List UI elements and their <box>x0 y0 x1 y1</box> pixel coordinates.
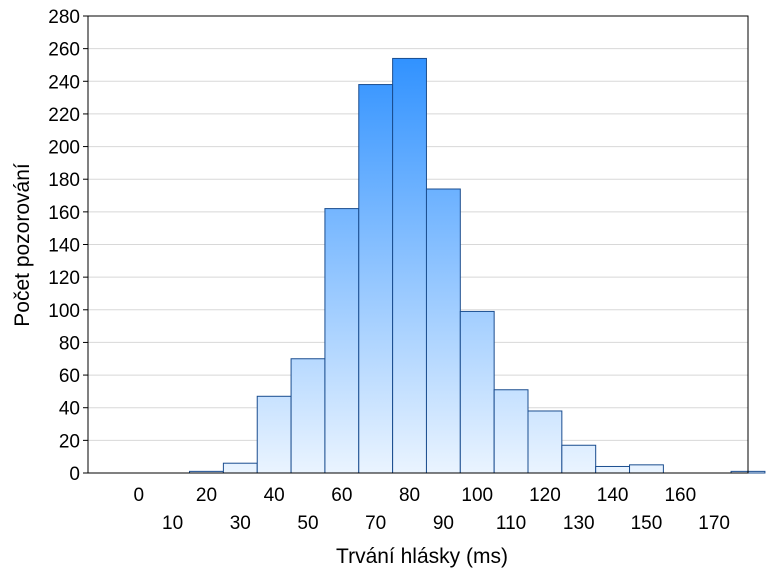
x-axis-title: Trvání hlásky (ms) <box>336 545 508 568</box>
y-tick-label: 40 <box>59 399 80 420</box>
x-tick-label: 130 <box>563 513 595 534</box>
y-tick-label: 120 <box>48 268 80 289</box>
x-tick-label: 80 <box>399 485 420 506</box>
y-tick-label: 220 <box>48 105 80 126</box>
y-tick-label: 240 <box>48 72 80 93</box>
y-tick-label: 200 <box>48 138 80 159</box>
y-tick-label: 20 <box>59 431 80 452</box>
histogram-bar <box>256 395 292 474</box>
y-tick-label: 0 <box>69 464 80 485</box>
histogram-bar <box>527 410 563 474</box>
histogram-bar <box>324 208 360 474</box>
x-axis-ticks: 0 20 40 60 80 100 120 140 160 10 30 50 70 90 110 130 150… <box>133 485 730 534</box>
histogram-bar <box>629 464 664 474</box>
y-tick-label: 160 <box>48 203 80 224</box>
histogram-bar <box>392 57 427 474</box>
x-tick-label: 120 <box>529 485 561 506</box>
x-tick-label: 60 <box>331 485 352 506</box>
y-tick-label: 100 <box>48 301 80 322</box>
x-tick-label: 50 <box>297 513 318 534</box>
histogram-bar <box>222 462 258 474</box>
y-axis-ticks: 0 20 40 60 80 100 120 140 160 180 200 220 240 260 280 <box>48 7 88 485</box>
x-tick-label: 100 <box>461 485 493 506</box>
histogram-bar <box>561 444 597 474</box>
x-tick-label: 0 <box>133 485 144 506</box>
x-tick-label: 30 <box>230 513 251 534</box>
x-tick-label: 170 <box>698 513 730 534</box>
x-tick-label: 110 <box>496 513 526 534</box>
x-tick-label: 70 <box>365 513 386 534</box>
histogram-bar <box>595 465 631 474</box>
y-tick-label: 140 <box>48 236 80 257</box>
x-tick-label: 90 <box>433 513 454 534</box>
histogram-bar <box>358 84 394 474</box>
y-axis-title: Počet pozorování <box>11 163 34 327</box>
histogram-bar <box>290 358 326 474</box>
histogram-bar <box>493 389 529 474</box>
x-tick-label: 160 <box>664 485 696 506</box>
histogram-bar <box>425 188 461 474</box>
y-tick-label: 80 <box>59 333 80 354</box>
histogram-bar <box>459 310 495 474</box>
x-tick-label: 10 <box>162 513 183 534</box>
y-tick-label: 280 <box>48 7 80 28</box>
x-tick-label: 150 <box>631 513 663 534</box>
y-tick-label: 60 <box>59 366 80 387</box>
x-tick-label: 40 <box>264 485 285 506</box>
y-tick-label: 260 <box>48 40 80 61</box>
x-tick-label: 140 <box>597 485 629 506</box>
x-tick-label: 20 <box>196 485 217 506</box>
y-tick-label: 180 <box>48 170 80 191</box>
bars <box>189 57 766 474</box>
